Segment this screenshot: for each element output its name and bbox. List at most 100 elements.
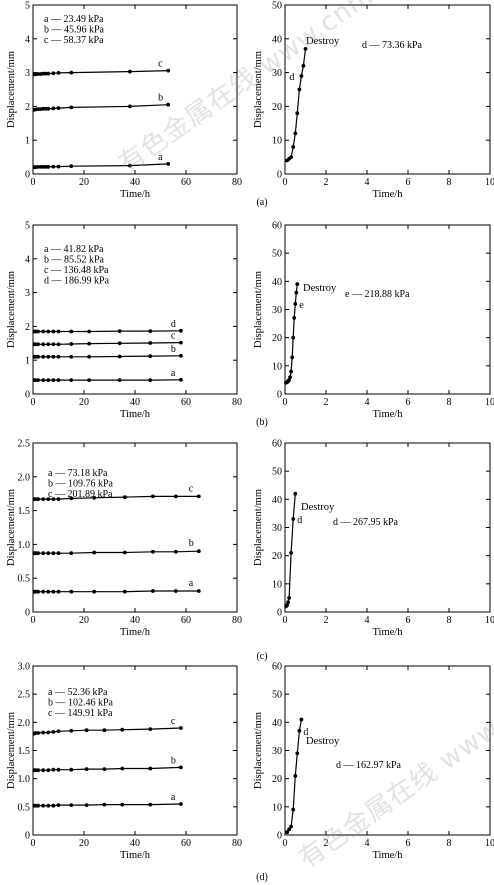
legend-entry: b — 85.52 kPa bbox=[44, 255, 105, 266]
data-point bbox=[46, 378, 51, 382]
data-point bbox=[56, 342, 61, 347]
chart-d-right: 0 2 4 6 8 10 0 10 20 30 40 50 60 Time/h Displacement/m… bbox=[253, 662, 494, 862]
legend-entry: b — 102.46 kPa bbox=[48, 698, 114, 709]
data-point bbox=[46, 71, 51, 76]
panel-label: (b) bbox=[256, 417, 268, 428]
y-tick-label: 1.5 bbox=[18, 506, 31, 517]
y-axis-label: Displacement/mm bbox=[253, 271, 264, 348]
data-point bbox=[148, 766, 153, 771]
y-tick-label: 0.5 bbox=[18, 802, 31, 813]
data-point bbox=[46, 730, 51, 735]
data-point bbox=[289, 155, 293, 160]
data-point bbox=[36, 497, 40, 501]
x-tick-label: 6 bbox=[406, 177, 411, 188]
y-tick-label: 10 bbox=[272, 802, 282, 813]
series-line-a bbox=[34, 803, 181, 807]
data-point bbox=[286, 600, 290, 604]
y-tick-label: 3.0 bbox=[18, 662, 31, 673]
x-tick-label: 2 bbox=[324, 838, 329, 849]
data-point bbox=[179, 328, 183, 333]
x-tick-label: 20 bbox=[79, 838, 89, 849]
y-tick-label: 5 bbox=[25, 221, 30, 232]
chart-b-left: 0 20 40 60 80012345Time/hDisplacement/mmabcd… bbox=[6, 221, 242, 421]
y-tick-label: 5 bbox=[25, 1, 30, 12]
destroy-annotation: Destroy bbox=[303, 283, 337, 294]
data-point bbox=[51, 551, 56, 556]
series-line-c bbox=[34, 727, 181, 735]
data-point bbox=[87, 354, 91, 359]
series-end-label: c bbox=[158, 59, 163, 70]
data-point bbox=[117, 354, 122, 359]
data-point bbox=[102, 767, 107, 771]
y-tick-label: 20 bbox=[272, 333, 282, 344]
data-point bbox=[41, 329, 46, 334]
data-point bbox=[51, 589, 56, 594]
x-tick-label: 0 bbox=[31, 177, 36, 188]
data-point bbox=[148, 727, 153, 731]
x-tick-label: 10 bbox=[485, 838, 494, 849]
chart-a-right: 0 2 4 6 8 10 0 10 20 30 40 50 Time/h Displacement/mm d… bbox=[253, 1, 494, 201]
series-mid-label: d bbox=[289, 72, 294, 83]
plot-frame bbox=[284, 224, 491, 395]
series-end-label: a bbox=[158, 152, 163, 163]
data-point bbox=[33, 589, 38, 594]
data-point bbox=[293, 491, 298, 496]
data-point bbox=[293, 774, 298, 778]
data-point bbox=[289, 369, 293, 374]
x-axis-label: Time/h bbox=[120, 850, 151, 861]
x-tick-label: 60 bbox=[181, 177, 191, 188]
data-point bbox=[120, 766, 125, 771]
data-point bbox=[36, 342, 40, 347]
series-line-d bbox=[285, 493, 296, 607]
data-point bbox=[301, 63, 306, 68]
x-tick-label: 10 bbox=[485, 615, 494, 626]
x-tick-label: 40 bbox=[130, 838, 140, 849]
data-point bbox=[36, 589, 40, 594]
y-tick-label: 1 bbox=[25, 136, 30, 147]
data-point bbox=[33, 803, 38, 808]
x-tick-label: 80 bbox=[232, 838, 242, 849]
y-tick-label: 40 bbox=[272, 34, 282, 45]
x-tick-label: 8 bbox=[447, 838, 452, 849]
data-point bbox=[46, 106, 51, 111]
data-point bbox=[151, 494, 155, 499]
data-point bbox=[41, 354, 46, 359]
data-point bbox=[84, 767, 89, 771]
data-point bbox=[51, 164, 56, 169]
data-point bbox=[51, 329, 56, 334]
x-tick-label: 4 bbox=[365, 615, 370, 626]
x-tick-label: 40 bbox=[130, 397, 140, 408]
x-tick-label: 0 bbox=[283, 397, 288, 408]
series-line-b bbox=[34, 355, 181, 358]
data-point bbox=[196, 549, 201, 554]
data-point bbox=[51, 767, 56, 772]
data-point bbox=[291, 807, 296, 812]
y-tick-label: 4 bbox=[25, 254, 30, 265]
data-point bbox=[69, 551, 74, 556]
legend-entry: c — 136.48 kPa bbox=[44, 265, 109, 276]
data-point bbox=[196, 589, 201, 593]
legend-entry: d — 162.97 kPa bbox=[336, 760, 402, 771]
data-point bbox=[291, 145, 296, 149]
series-mid-label: e bbox=[299, 300, 304, 311]
series-line-b bbox=[34, 766, 181, 771]
x-tick-label: 0 bbox=[31, 838, 36, 849]
data-point bbox=[51, 378, 56, 382]
destroy-annotation: Destroy bbox=[306, 736, 340, 747]
data-point bbox=[102, 802, 107, 807]
y-tick-label: 20 bbox=[272, 551, 282, 562]
x-tick-label: 60 bbox=[181, 615, 191, 626]
plot-frame bbox=[284, 4, 491, 175]
data-point bbox=[41, 730, 46, 735]
legend-entry: c — 149.91 kPa bbox=[48, 708, 113, 719]
y-tick-label: 10 bbox=[272, 136, 282, 147]
x-tick-label: 0 bbox=[283, 838, 288, 849]
data-point bbox=[56, 589, 61, 594]
y-tick-label: 50 bbox=[272, 249, 282, 260]
y-tick-label: 0 bbox=[25, 170, 30, 181]
data-point bbox=[33, 342, 38, 347]
data-point bbox=[41, 768, 46, 773]
y-axis-label: Displacement/mm bbox=[253, 712, 264, 789]
y-tick-label: 2 bbox=[25, 102, 30, 113]
y-tick-label: 40 bbox=[272, 495, 282, 506]
